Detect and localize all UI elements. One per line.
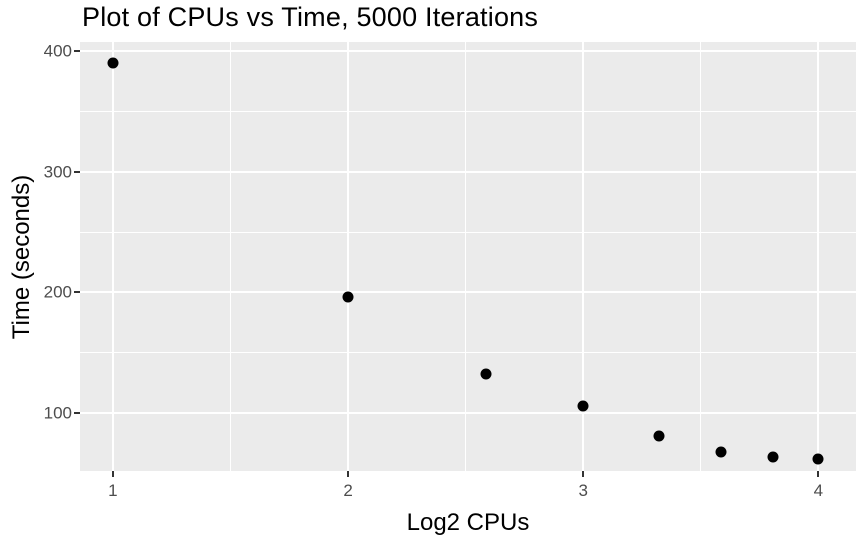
x-axis-tick-label: 1 (108, 481, 118, 500)
y-axis-tick-label: 200 (43, 282, 72, 302)
plot-panel (80, 42, 856, 471)
y-axis-tick-label: 400 (43, 41, 72, 61)
y-axis-tick-label: 100 (43, 403, 72, 423)
minor-gridline-horizontal (80, 231, 856, 233)
data-point (715, 446, 727, 458)
y-axis-tick-mark (74, 170, 80, 173)
major-gridline-horizontal (80, 412, 856, 415)
x-axis-tick-label: 3 (578, 481, 588, 500)
data-point (577, 400, 589, 412)
y-axis-tick-mark (74, 291, 80, 294)
data-point (107, 57, 119, 69)
data-point (653, 430, 665, 442)
major-gridline-vertical (347, 42, 350, 471)
x-axis-tick-mark (111, 471, 114, 477)
data-point (812, 453, 824, 465)
y-axis-tick-mark (74, 412, 80, 415)
data-point (767, 451, 779, 463)
y-axis-tick-label: 300 (43, 162, 72, 182)
minor-gridline-vertical (465, 42, 467, 471)
minor-gridline-vertical (700, 42, 702, 471)
chart-title: Plot of CPUs vs Time, 5000 Iterations (82, 2, 539, 32)
x-axis-tick-mark (582, 471, 585, 477)
major-gridline-vertical (111, 42, 114, 471)
minor-gridline-horizontal (80, 110, 856, 112)
minor-gridline-vertical (229, 42, 231, 471)
major-gridline-vertical (582, 42, 585, 471)
x-axis-tick-label: 4 (813, 481, 824, 500)
x-axis-tick-mark (817, 471, 820, 477)
major-gridline-horizontal (80, 170, 856, 173)
x-axis-tick-mark (347, 471, 350, 477)
major-gridline-vertical (817, 42, 820, 471)
minor-gridline-horizontal (80, 352, 856, 354)
y-axis-title: Time (seconds) (8, 174, 36, 339)
y-axis-tick-mark (74, 50, 80, 53)
data-point (480, 368, 492, 380)
major-gridline-horizontal (80, 291, 856, 294)
y-axis-title-area: Time (seconds) (0, 42, 44, 471)
major-gridline-horizontal (80, 50, 856, 53)
data-point (342, 291, 354, 303)
x-axis-tick-label: 2 (343, 481, 353, 500)
x-axis-title: Log2 CPUs (406, 509, 530, 536)
